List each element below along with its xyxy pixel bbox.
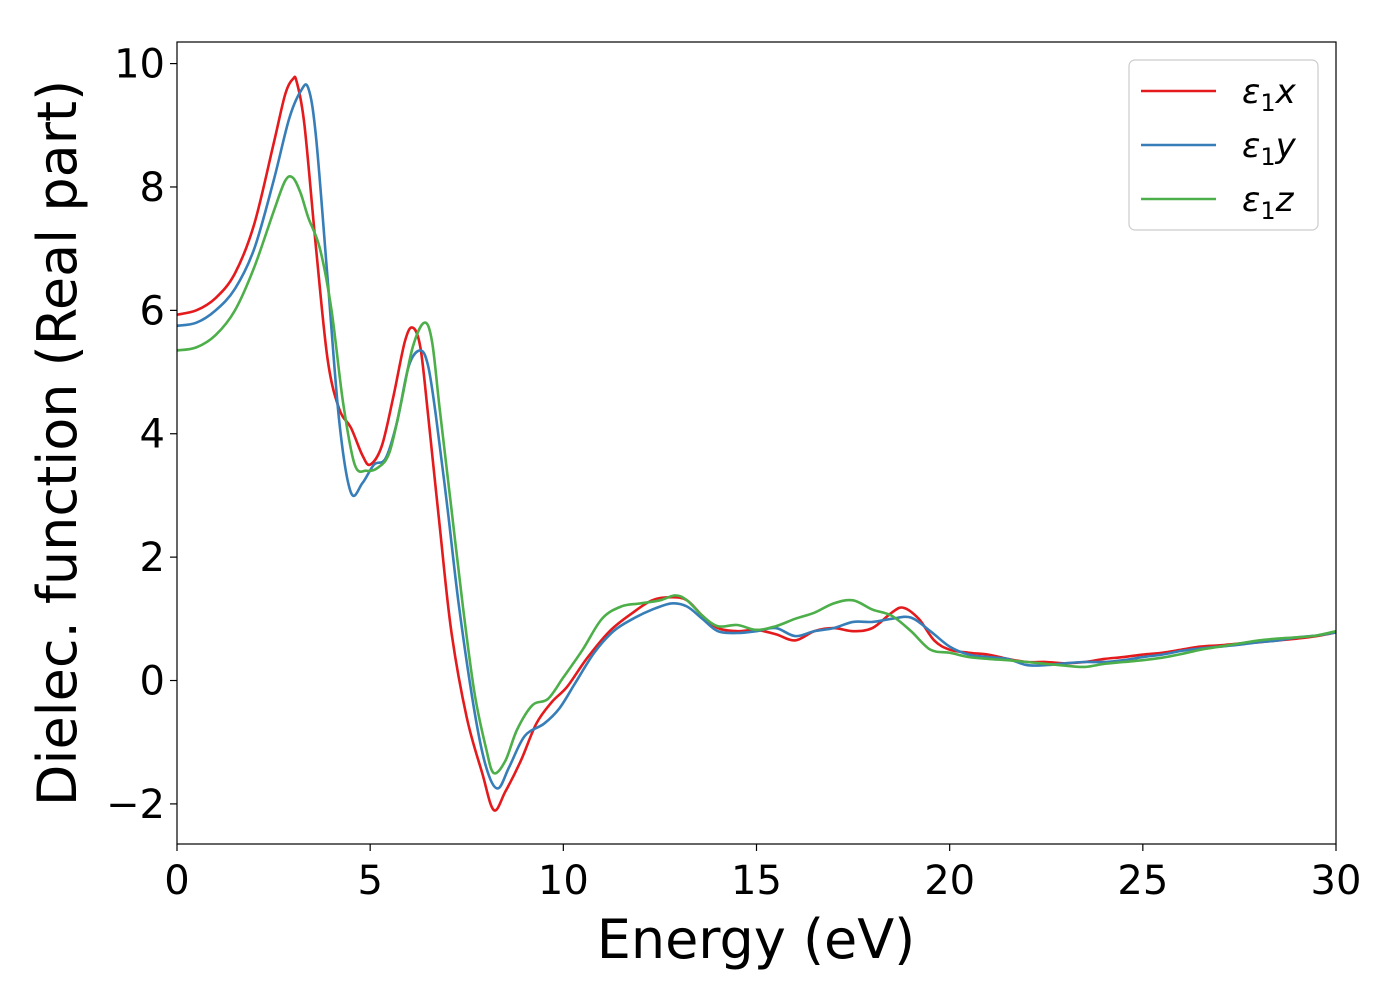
legend-box — [1128, 59, 1319, 231]
x-axis-label: Energy (eV) — [597, 908, 916, 971]
x-tick-label: 10 — [538, 858, 589, 904]
y-tick-label: 8 — [140, 165, 165, 211]
y-axis-label: Dielec. function (Real part) — [26, 80, 89, 806]
y-tick-label: −2 — [106, 782, 165, 828]
x-tick-label: 25 — [1117, 858, 1168, 904]
legend-label-z: ε1z — [1242, 180, 1295, 225]
x-tick-label: 0 — [164, 858, 189, 904]
y-tick-label: 10 — [114, 42, 165, 88]
y-tick-label: 2 — [140, 535, 165, 581]
x-tick-label: 15 — [731, 858, 782, 904]
y-axis-ticks: −2 0 2 4 6 8 10 — [106, 42, 177, 828]
series-line-z — [177, 175, 1336, 775]
series-line-y — [177, 83, 1336, 790]
series-line-x — [177, 75, 1336, 812]
y-tick-label: 4 — [140, 412, 165, 458]
x-tick-label: 20 — [924, 858, 975, 904]
legend: ε1x ε1y ε1z — [1128, 59, 1319, 231]
y-tick-label: 6 — [140, 288, 165, 334]
x-axis-ticks: 0 5 10 15 20 25 30 — [164, 844, 1361, 904]
plot-lines — [177, 75, 1336, 812]
legend-label-y: ε1y — [1242, 126, 1297, 171]
x-tick-label: 30 — [1311, 858, 1362, 904]
legend-label-x: ε1x — [1242, 72, 1297, 117]
y-tick-label: 0 — [140, 659, 165, 705]
x-tick-label: 5 — [357, 858, 382, 904]
